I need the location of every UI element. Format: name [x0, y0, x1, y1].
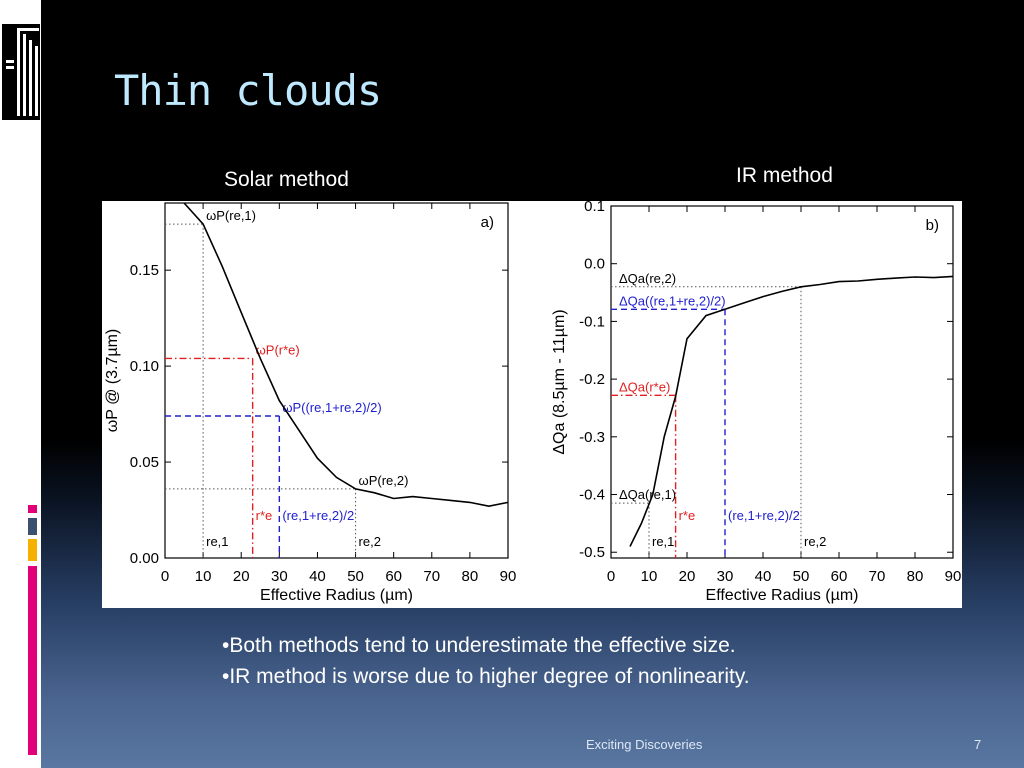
- chart-2: 0 10 20 30 40 50 60 70 80 90 0.1 0.0 -0.1 -0.2 -0.3 -0.…: [551, 198, 962, 604]
- plot-frame: [610, 205, 954, 559]
- y-tick-label: -0.2: [579, 371, 605, 388]
- ir-method-heading: IR method: [736, 164, 833, 187]
- y-tick-label: 0.05: [130, 454, 159, 471]
- x-tick-label: 30: [271, 568, 288, 585]
- x-tick-label: 90: [945, 568, 962, 585]
- charts-panel: 0 10 20 30 40 50 60 70 80 90 0.00 0.05 0.10 0.15 Effec…: [102, 198, 962, 608]
- panel-label: b): [926, 217, 939, 234]
- y-tick-label: -0.1: [579, 313, 605, 330]
- accent-bar-magenta-long: [28, 566, 37, 755]
- x-tick-label: 0: [607, 568, 615, 585]
- reference-x-label: (re,1+re,2)/2: [282, 508, 354, 523]
- y-tick-label: -0.3: [579, 429, 605, 446]
- data-line: [183, 202, 509, 508]
- bullet-item: •IR method is worse due to higher degree…: [222, 665, 750, 688]
- reference-x-label: (re,1+re,2)/2: [728, 508, 800, 523]
- solar-method-heading: Solar method: [224, 168, 349, 191]
- y-tick-label: 0.0: [584, 256, 605, 273]
- y-tick-label: 0.15: [130, 262, 159, 279]
- reference-x-label: re,1: [206, 534, 228, 549]
- page-number: 7: [974, 737, 982, 752]
- chart-1: 0 10 20 30 40 50 60 70 80 90 0.00 0.05 0.10 0.15 Effec…: [104, 202, 517, 604]
- reference-point-label: ωP(re,1): [206, 208, 256, 223]
- x-tick-label: 90: [500, 568, 517, 585]
- accent-bar-slate: [28, 518, 37, 535]
- x-tick-label: 20: [679, 568, 696, 585]
- x-axis-label: Effective Radius (µm): [706, 587, 859, 604]
- reference-x-label: re,1: [652, 534, 674, 549]
- x-tick-label: 10: [195, 568, 212, 585]
- x-tick-label: 70: [869, 568, 886, 585]
- y-axis-label: ωP @ (3.7µm): [104, 329, 121, 432]
- y-tick-label: -0.4: [579, 487, 605, 504]
- reference-x-label: re,2: [804, 534, 826, 549]
- bullet-list: •Both methods tend to underestimate the …: [222, 630, 750, 692]
- accent-color-bars: [28, 505, 37, 755]
- y-tick-label: -0.5: [579, 544, 605, 561]
- x-axis-label: Effective Radius (µm): [260, 587, 413, 604]
- charts-figure: 0 10 20 30 40 50 60 70 80 900.000.050.100.15Effec…: [104, 198, 962, 604]
- reference-point-label: ΔQa(r*e): [619, 379, 670, 394]
- reference-point-label: ωP(re,2): [359, 473, 409, 488]
- reference-point-label: ωP((re,1+re,2)/2): [282, 400, 381, 415]
- reference-x-label: r*e: [256, 508, 273, 523]
- x-tick-label: 0: [161, 568, 169, 585]
- x-tick-label: 10: [641, 568, 658, 585]
- x-tick-label: 40: [309, 568, 326, 585]
- data-line: [629, 275, 954, 547]
- x-tick-label: 80: [462, 568, 479, 585]
- x-tick-label: 60: [831, 568, 848, 585]
- x-tick-label: 50: [793, 568, 810, 585]
- slide-title: Thin clouds: [114, 66, 382, 115]
- bullet-item: •Both methods tend to underestimate the …: [222, 634, 736, 657]
- x-tick-label: 50: [347, 568, 364, 585]
- footer-text: Exciting Discoveries: [586, 737, 703, 752]
- plot-frame: [164, 202, 509, 559]
- reference-point-label: ωP(r*e): [256, 342, 300, 357]
- reference-point-label: ΔQa(re,2): [619, 271, 676, 286]
- x-tick-label: 70: [423, 568, 440, 585]
- panel-label: a): [481, 214, 494, 231]
- x-tick-label: 80: [907, 568, 924, 585]
- y-tick-label: 0.10: [130, 358, 159, 375]
- x-tick-label: 40: [755, 568, 772, 585]
- y-tick-label: 0.00: [130, 550, 159, 567]
- reference-x-label: r*e: [679, 508, 696, 523]
- y-axis-label: ΔQa (8.5µm - 11µm): [551, 309, 568, 454]
- x-tick-label: 60: [385, 568, 402, 585]
- accent-bar-magenta-small: [28, 505, 37, 513]
- accent-bar-amber: [28, 539, 37, 561]
- x-tick-label: 30: [717, 568, 734, 585]
- y-tick-label: 0.1: [584, 201, 605, 215]
- x-tick-label: 20: [233, 568, 250, 585]
- window-stack-icon: [2, 24, 40, 120]
- reference-x-label: re,2: [359, 534, 381, 549]
- reference-point-label: ΔQa(re,1): [619, 487, 676, 502]
- reference-point-label: ΔQa((re,1+re,2)/2): [619, 293, 726, 308]
